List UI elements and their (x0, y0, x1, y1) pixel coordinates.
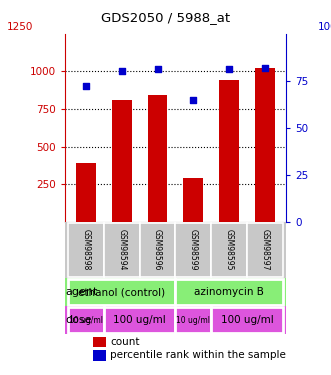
FancyBboxPatch shape (68, 279, 175, 305)
Bar (76, 163, 96, 222)
FancyBboxPatch shape (211, 223, 247, 277)
Point (191, 97, 196, 103)
Text: 100%: 100% (317, 22, 331, 32)
Text: dose: dose (66, 315, 92, 325)
FancyBboxPatch shape (68, 223, 104, 277)
FancyBboxPatch shape (104, 223, 140, 277)
Text: percentile rank within the sample: percentile rank within the sample (110, 351, 286, 360)
Text: 10 ug/ml: 10 ug/ml (69, 316, 103, 325)
Text: ethanol (control): ethanol (control) (78, 287, 166, 297)
Bar (183, 178, 203, 222)
FancyBboxPatch shape (104, 307, 175, 333)
Point (226, 66, 232, 72)
Point (155, 66, 160, 72)
Bar (93, 337, 106, 348)
Bar (112, 100, 132, 222)
FancyBboxPatch shape (68, 307, 104, 333)
Text: 1250: 1250 (7, 22, 33, 32)
Text: GSM98598: GSM98598 (81, 230, 90, 271)
Text: GSM98597: GSM98597 (260, 230, 269, 271)
FancyBboxPatch shape (140, 223, 175, 277)
Bar (93, 351, 106, 361)
FancyBboxPatch shape (175, 223, 211, 277)
Text: 10 ug/ml: 10 ug/ml (176, 316, 210, 325)
Point (83, 83, 89, 89)
Bar (219, 80, 239, 222)
FancyBboxPatch shape (175, 279, 283, 305)
Text: 100 ug/ml: 100 ug/ml (220, 315, 273, 325)
Bar (255, 68, 275, 222)
FancyBboxPatch shape (175, 307, 211, 333)
Text: GSM98596: GSM98596 (153, 230, 162, 271)
Text: GSM98595: GSM98595 (225, 230, 234, 271)
FancyBboxPatch shape (247, 223, 283, 277)
Text: 100 ug/ml: 100 ug/ml (113, 315, 166, 325)
Text: agent: agent (66, 287, 98, 297)
Point (119, 68, 124, 74)
Text: GSM98594: GSM98594 (117, 230, 126, 271)
Text: GSM98599: GSM98599 (189, 230, 198, 271)
Text: azinomycin B: azinomycin B (194, 287, 264, 297)
Point (262, 64, 267, 70)
FancyBboxPatch shape (211, 307, 283, 333)
Bar (148, 95, 167, 222)
Text: GDS2050 / 5988_at: GDS2050 / 5988_at (101, 11, 230, 24)
Text: count: count (110, 338, 139, 348)
